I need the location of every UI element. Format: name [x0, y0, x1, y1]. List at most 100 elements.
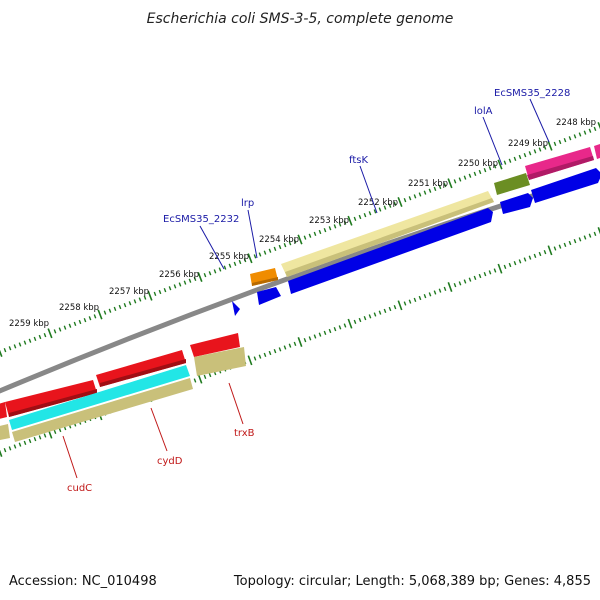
cds-reverse-3-shade [100, 359, 186, 387]
axis-major-tick [347, 318, 353, 329]
cds-reverse-3 [96, 350, 186, 387]
forward-cds-track [232, 168, 600, 316]
axis-minor-tick [368, 314, 372, 319]
axis-minor-tick [273, 349, 277, 354]
kbp-label: 2250 kbp [458, 159, 498, 169]
axis-minor-tick [308, 336, 312, 341]
axis-minor-tick [293, 239, 297, 244]
axis-minor-tick [583, 130, 587, 135]
axis-major-tick [97, 309, 103, 320]
axis-minor-tick [228, 263, 232, 268]
cds-forward-1 [257, 287, 281, 305]
axis-minor-tick [38, 435, 42, 440]
axis-minor-tick [308, 233, 312, 238]
axis-minor-tick [288, 241, 292, 246]
axis-minor-tick [473, 275, 477, 280]
gene-block-khaki-3 [194, 347, 246, 376]
axis-minor-tick [28, 338, 32, 343]
gene-label-trxb: trxB [234, 428, 255, 439]
axis-major-tick [597, 122, 600, 130]
axis-major-tick [397, 197, 403, 207]
axis-minor-tick [338, 325, 342, 330]
gene-block-cyan [9, 365, 190, 430]
axis-minor-tick [58, 327, 62, 332]
axis-minor-tick [153, 291, 157, 296]
axis-minor-tick [353, 319, 357, 324]
axis-minor-tick [523, 257, 527, 262]
kbp-labels: 2248 kbp 2249 kbp 2250 kbp 2251 kbp 2252… [9, 118, 596, 329]
upper-axis-ticks [0, 122, 600, 357]
kbp-label: 2258 kbp [59, 303, 99, 313]
axis-minor-tick [508, 262, 512, 268]
axis-minor-tick [578, 237, 582, 242]
axis-minor-tick [333, 327, 337, 332]
axis-minor-tick [193, 378, 197, 383]
axis-minor-tick [53, 429, 57, 434]
axis-minor-tick [413, 297, 417, 302]
axis-minor-tick [368, 211, 372, 216]
axis-major-tick [0, 449, 3, 457]
axis-minor-tick [23, 340, 27, 345]
axis-minor-tick [253, 254, 257, 259]
axis-minor-tick [513, 156, 517, 161]
axis-major-tick [47, 328, 53, 339]
axis-minor-tick [438, 288, 442, 293]
gene-label-lola: lolA [474, 106, 493, 117]
leader-line [482, 116, 503, 166]
axis-minor-tick [528, 151, 532, 156]
kbp-label: 2253 kbp [309, 216, 349, 226]
cds-forward-2 [288, 208, 493, 294]
axis-minor-tick [593, 231, 597, 236]
axis-minor-tick [568, 136, 572, 141]
axis-minor-tick [13, 344, 17, 349]
leader-line [228, 382, 244, 425]
axis-minor-tick [23, 440, 27, 445]
axis-minor-tick [458, 177, 462, 182]
axis-minor-tick [208, 372, 212, 378]
gene-block-khaki-1 [0, 424, 10, 440]
gene-block-orange-shade [252, 277, 278, 286]
axis-minor-tick [458, 281, 462, 286]
axis-minor-tick [43, 333, 47, 338]
axis-minor-tick [33, 437, 37, 442]
axis-major-tick [447, 282, 453, 292]
axis-minor-tick [223, 265, 227, 270]
axis-minor-tick [293, 341, 297, 346]
axis-minor-tick [18, 342, 22, 347]
axis-minor-tick [318, 332, 322, 337]
axis-minor-tick [428, 292, 432, 297]
leader-line [359, 165, 378, 214]
axis-minor-tick [253, 356, 257, 361]
axis-minor-tick [578, 132, 582, 137]
axis-minor-tick [138, 297, 142, 302]
axis-minor-tick [468, 277, 472, 282]
axis-minor-tick [243, 258, 247, 263]
axis-minor-tick [88, 316, 92, 321]
axis-minor-tick [558, 139, 562, 145]
axis-minor-tick [533, 149, 537, 154]
axis-minor-tick [93, 314, 97, 319]
axis-minor-tick [123, 303, 127, 308]
axis-minor-tick [403, 198, 407, 203]
axis-minor-tick [208, 271, 212, 276]
axis-minor-tick [28, 438, 32, 444]
axis-minor-tick [528, 255, 532, 260]
axis-minor-tick [558, 244, 562, 249]
axis-minor-tick [313, 334, 317, 339]
gene-label-cudc: cudC [67, 483, 92, 494]
axis-minor-tick [423, 190, 427, 195]
axis-minor-tick [8, 446, 12, 451]
axis-minor-tick [423, 294, 427, 299]
axis-minor-tick [323, 330, 327, 335]
axis-minor-tick [588, 128, 592, 133]
axis-minor-tick [418, 192, 422, 197]
axis-minor-tick [63, 325, 67, 330]
axis-minor-tick [188, 278, 192, 283]
kbp-label: 2257 kbp [109, 287, 149, 297]
axis-minor-tick [408, 299, 412, 304]
axis-minor-tick [8, 346, 12, 351]
axis-minor-tick [268, 248, 272, 253]
axis-minor-tick [328, 328, 332, 334]
axis-major-tick [547, 245, 553, 256]
axis-minor-tick [183, 280, 187, 285]
